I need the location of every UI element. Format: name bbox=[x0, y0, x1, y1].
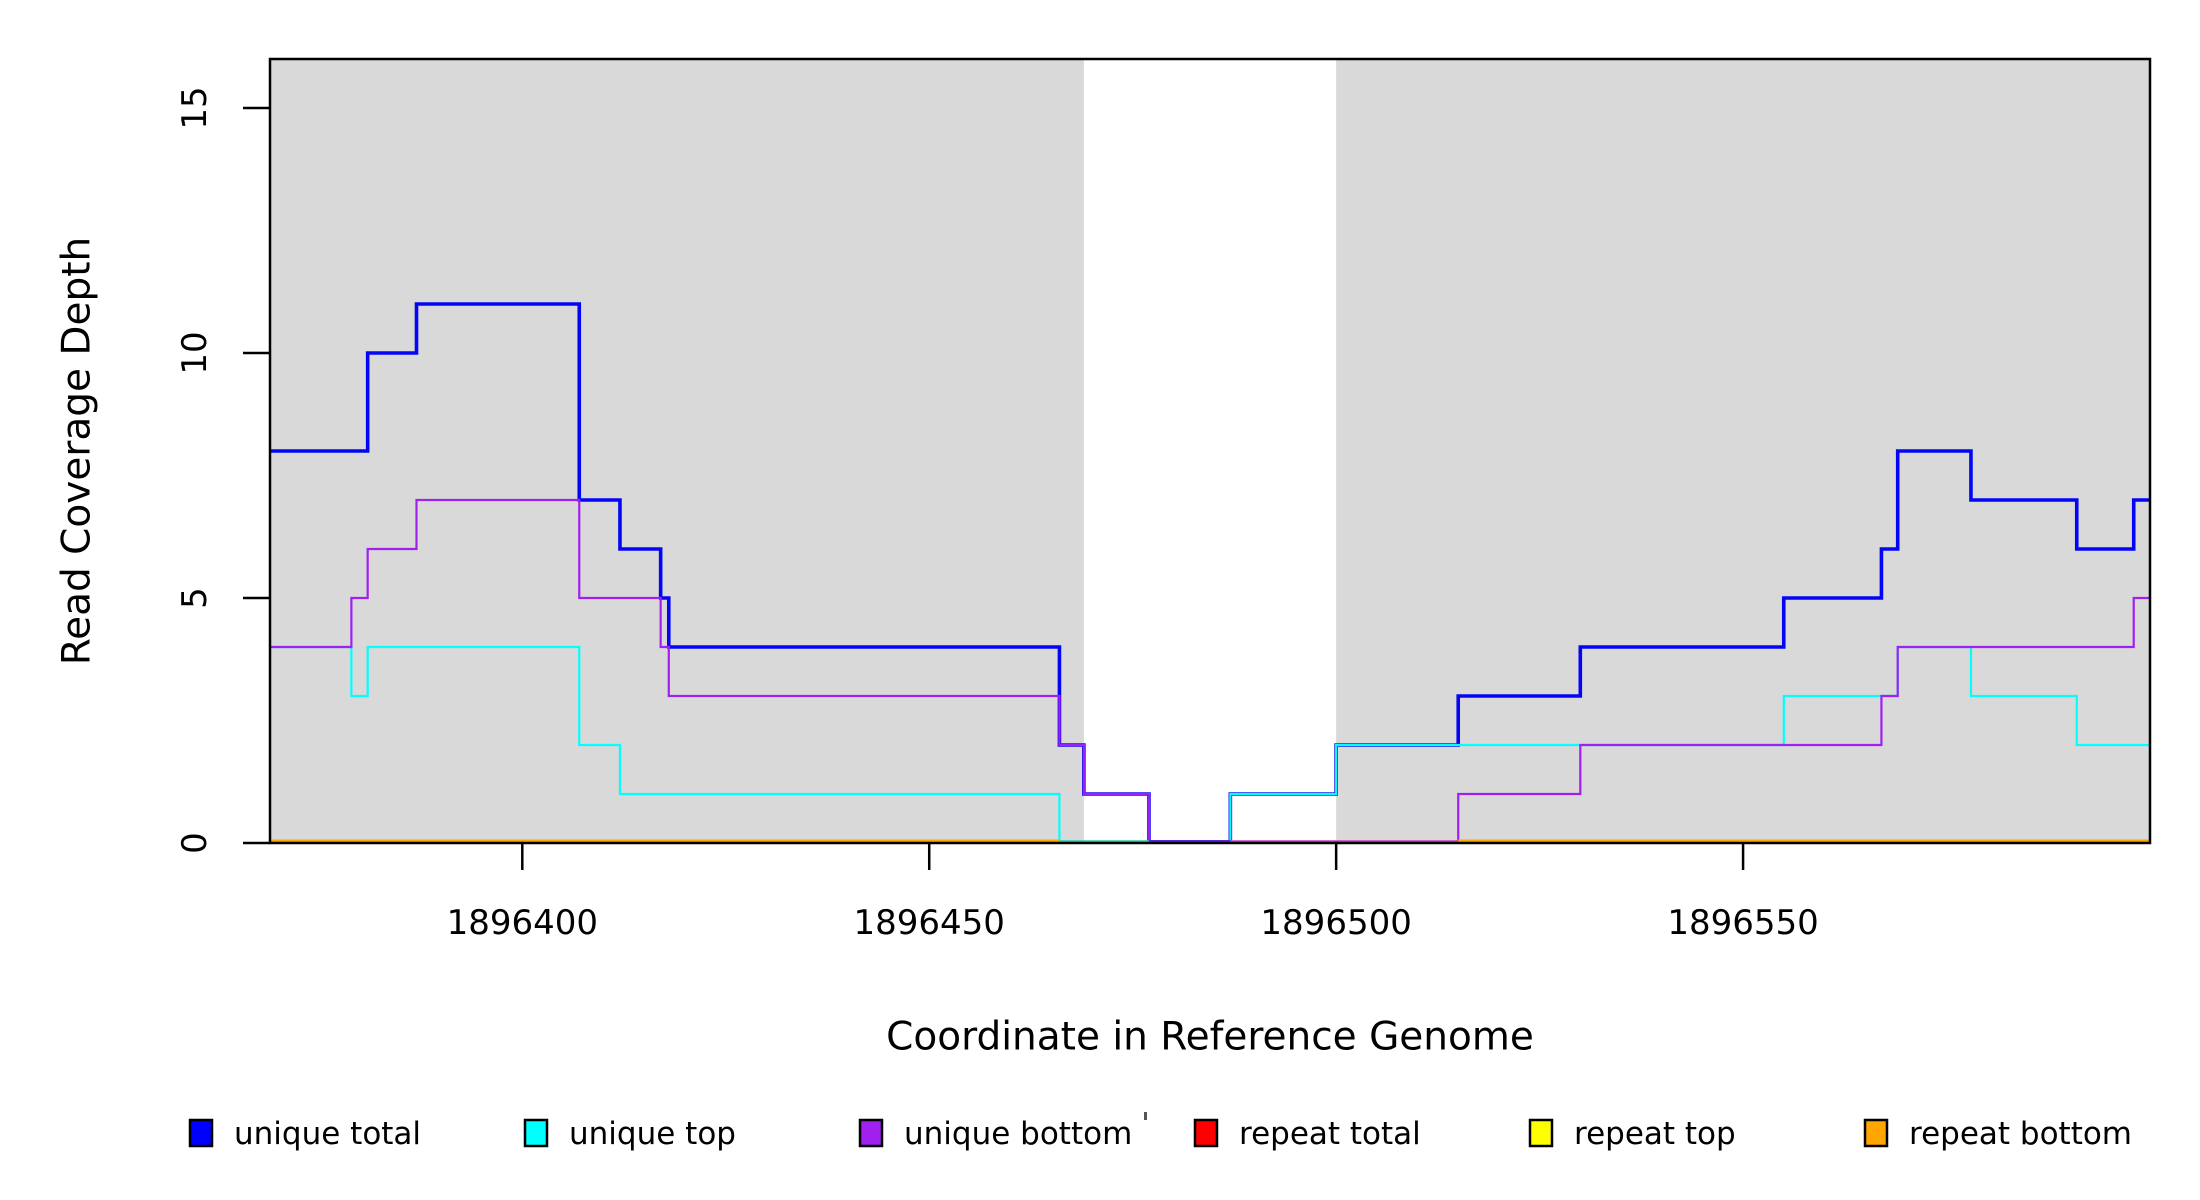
artifact-mark bbox=[1144, 1112, 1147, 1120]
shaded-region bbox=[1336, 59, 2150, 843]
y-axis-title: Read Coverage Depth bbox=[54, 236, 100, 666]
legend-label: unique top bbox=[569, 1116, 736, 1152]
series-unique-bottom bbox=[270, 498, 2150, 843]
legend-label: unique total bbox=[234, 1116, 421, 1152]
legend-label: unique bottom bbox=[904, 1116, 1132, 1152]
x-tick-label: 1896500 bbox=[1260, 903, 1411, 943]
x-tick-label: 1896400 bbox=[447, 903, 598, 943]
y-tick-label: 0 bbox=[175, 832, 215, 854]
legend-swatch bbox=[1863, 1118, 1889, 1148]
shaded-region bbox=[270, 59, 1084, 843]
legend-swatch bbox=[1193, 1118, 1219, 1148]
legend-swatch bbox=[523, 1118, 549, 1148]
y-tick-label: 10 bbox=[175, 331, 215, 374]
x-tick-label: 1896450 bbox=[854, 903, 1005, 943]
legend-swatch bbox=[858, 1118, 884, 1148]
legend-swatch bbox=[1528, 1118, 1554, 1148]
legend-label: repeat bottom bbox=[1909, 1116, 2132, 1152]
series-unique-top bbox=[270, 645, 2150, 843]
y-tick-label: 5 bbox=[175, 587, 215, 609]
x-axis-title: Coordinate in Reference Genome bbox=[886, 1014, 1534, 1060]
legend-swatch bbox=[188, 1118, 214, 1148]
x-tick-label: 1896550 bbox=[1667, 903, 1818, 943]
y-tick-label: 15 bbox=[175, 86, 215, 129]
legend-label: repeat top bbox=[1574, 1116, 1736, 1152]
legend-label: repeat total bbox=[1239, 1116, 1421, 1152]
plot-border bbox=[268, 57, 2152, 845]
